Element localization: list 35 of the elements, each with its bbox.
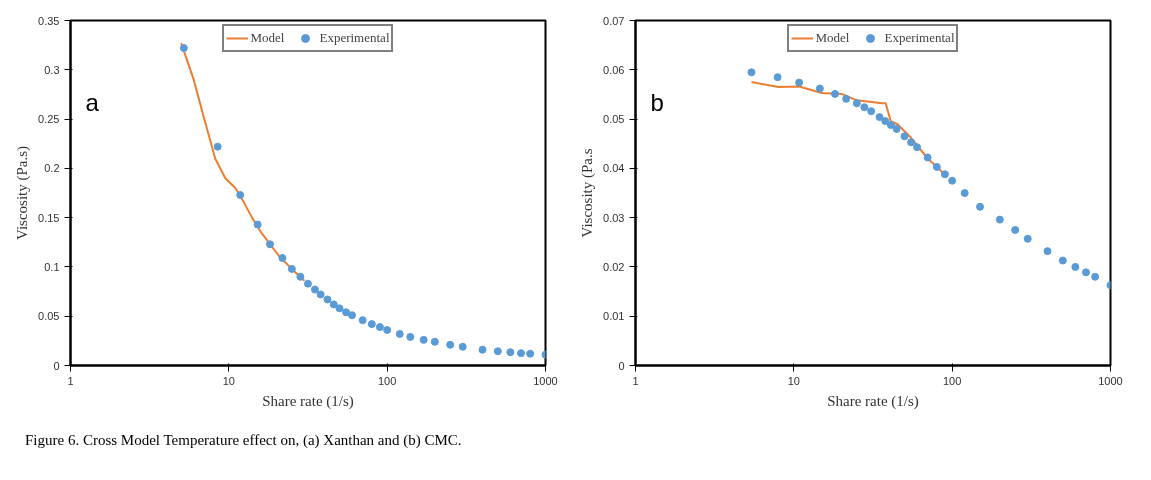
y-tick-label: 0.04 xyxy=(603,162,625,175)
x-tick-label: 100 xyxy=(377,374,397,387)
y-axis-title: Viscosity (Pa.s) xyxy=(14,145,32,241)
legend-label: Experimental xyxy=(319,30,390,46)
legend-label: Experimental xyxy=(884,30,955,46)
y-tick-label: 0.05 xyxy=(38,310,60,323)
y-tick-label: 0.02 xyxy=(603,260,625,273)
legend-label: Model xyxy=(250,30,285,46)
y-tick-label: 0.01 xyxy=(603,310,625,323)
x-tick-label: 10 xyxy=(787,374,800,387)
y-tick-label: 0.3 xyxy=(44,63,60,76)
x-axis-title: Share rate (1/s) xyxy=(827,392,919,410)
y-tick-label: 0.25 xyxy=(38,113,60,126)
x-tick-label: 100 xyxy=(942,374,962,387)
y-tick-label: 0.2 xyxy=(44,162,60,175)
x-tick-label: 1 xyxy=(632,374,639,387)
annotation: b xyxy=(650,88,664,116)
y-tick-label: 0.05 xyxy=(603,113,625,126)
annotation: a xyxy=(85,88,100,116)
y-tick-label: 0.06 xyxy=(603,63,625,76)
legend-label: Model xyxy=(815,30,850,46)
y-tick-label: 0.35 xyxy=(38,14,60,27)
y-tick-label: 0 xyxy=(618,359,625,372)
y-tick-label: 0.1 xyxy=(44,260,60,273)
y-axis-title: Viscosity (Pa.s xyxy=(579,148,597,238)
caption: Figure 6. Cross Model Temperature effect on, (a) Xanthan and (b) CMC. xyxy=(25,431,462,450)
x-tick-label: 1000 xyxy=(533,374,558,387)
x-tick-label: 10 xyxy=(222,374,235,387)
y-tick-label: 0.15 xyxy=(38,211,60,224)
y-tick-label: 0.03 xyxy=(603,211,625,224)
x-axis-title: Share rate (1/s) xyxy=(262,392,354,410)
y-tick-label: 0 xyxy=(53,359,60,372)
x-tick-label: 1000 xyxy=(1098,374,1123,387)
x-tick-label: 1 xyxy=(67,374,74,387)
y-tick-label: 0.07 xyxy=(603,14,625,27)
